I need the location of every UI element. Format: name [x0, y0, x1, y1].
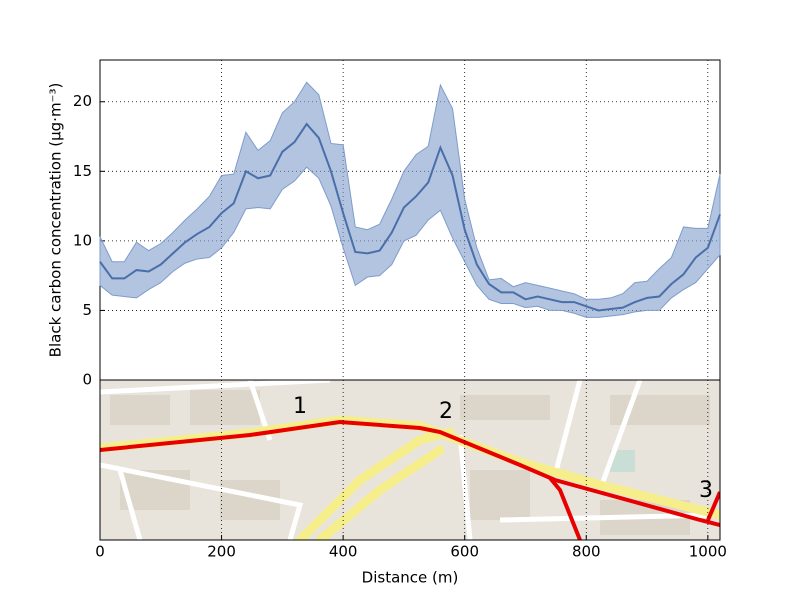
x-tick-label: 0 — [95, 543, 105, 561]
y-tick-label: 20 — [73, 92, 92, 110]
y-tick-label: 10 — [73, 231, 92, 249]
y-tick-label: 0 — [82, 371, 92, 389]
x-axis-label: Distance (m) — [362, 569, 459, 587]
map-label: 3 — [699, 478, 713, 503]
route — [100, 419, 720, 540]
map-label: 1 — [293, 394, 307, 419]
y-tick-label: 15 — [73, 162, 92, 180]
x-tick-label: 200 — [207, 543, 236, 561]
map-label: 2 — [439, 399, 453, 424]
band — [99, 81, 721, 318]
x-tick-label: 400 — [329, 543, 358, 561]
x-tick-label: 1000 — [689, 543, 727, 561]
y-axis-label: Black carbon concentration (μg·m⁻³) — [47, 83, 65, 358]
x-tick-label: 800 — [572, 543, 601, 561]
line — [99, 122, 721, 312]
y-tick-label: 5 — [82, 301, 92, 319]
x-tick-label: 600 — [450, 543, 479, 561]
map — [100, 380, 720, 540]
